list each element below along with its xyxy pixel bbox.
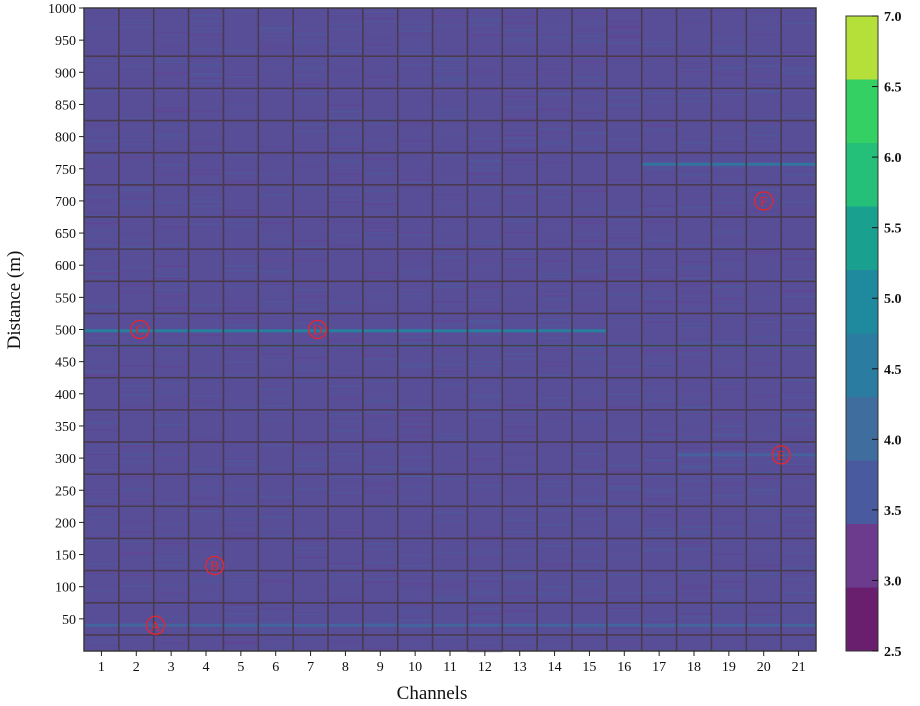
x-tick-label: 8 xyxy=(342,660,349,675)
y-tick-label: 150 xyxy=(55,549,76,564)
x-tick-label: 5 xyxy=(237,660,244,675)
colorbar-band xyxy=(846,79,878,143)
colorbar-band xyxy=(846,206,878,270)
colorbar-tick-label: 4.5 xyxy=(884,363,902,378)
annotation-marker: E xyxy=(771,445,791,465)
x-tick-label: 19 xyxy=(722,660,736,675)
x-tick-label: 10 xyxy=(408,660,422,675)
colorbar-band xyxy=(846,397,878,461)
x-tick-label: 7 xyxy=(307,660,314,675)
annotation-marker: C xyxy=(130,319,150,340)
colorbar-tick-label: 5.5 xyxy=(884,222,902,237)
y-tick-label: 100 xyxy=(55,581,76,596)
annotation-label: F xyxy=(760,195,768,210)
colorbar-tick-label: 6.0 xyxy=(884,151,902,166)
annotation-marker: F xyxy=(754,191,774,211)
colorbar-tick-label: 7.0 xyxy=(884,10,902,25)
colorbar-tick-label: 4.0 xyxy=(884,433,902,448)
colorbar-tick-label: 2.5 xyxy=(884,645,902,660)
annotation-circle xyxy=(130,319,150,340)
x-tick-label: 16 xyxy=(617,660,631,675)
colorbar-tick-label: 3.0 xyxy=(884,574,902,589)
colorbar-frame xyxy=(845,15,879,652)
colorbar-band xyxy=(846,270,878,334)
y-tick-label: 550 xyxy=(55,291,76,306)
x-tick-label: 14 xyxy=(548,660,562,675)
y-tick-label: 450 xyxy=(55,356,76,371)
y-tick-label: 500 xyxy=(55,324,76,339)
colorbar-tick-label: 3.5 xyxy=(884,504,902,519)
x-tick-label: 13 xyxy=(513,660,527,675)
y-tick-label: 400 xyxy=(55,388,76,403)
colorbar-tick-label: 5.0 xyxy=(884,292,902,307)
x-tick-label: 21 xyxy=(792,660,806,675)
y-tick-label: 350 xyxy=(55,420,76,435)
annotation-marker: D xyxy=(307,319,328,340)
y-tick-label: 650 xyxy=(55,227,76,242)
colorbar-band xyxy=(846,460,878,524)
y-tick-label: 600 xyxy=(55,259,76,274)
annotation-marker: B xyxy=(205,555,225,576)
y-tick-label: 900 xyxy=(55,66,76,81)
colorbar-band xyxy=(846,524,878,588)
annotation-circle xyxy=(145,615,166,635)
grid-lines xyxy=(84,8,816,651)
annotation-circle xyxy=(754,191,774,211)
annotation-label: E xyxy=(777,449,786,464)
annotation-marker: A xyxy=(145,615,166,635)
x-tick-label: 12 xyxy=(478,660,492,675)
colorbar-band xyxy=(846,587,878,651)
x-tick-label: 1 xyxy=(98,660,105,675)
feature-streak xyxy=(84,329,607,333)
colorbar: 2.5 3.0 3.5 4.0 4.5 5.0 5.5 6.0 6.5 7.0 xyxy=(845,10,902,660)
x-tick-label: 3 xyxy=(168,660,175,675)
annotation-circle xyxy=(205,555,225,576)
y-tick-label: 800 xyxy=(55,131,76,146)
y-tick-label: 1000 xyxy=(48,2,76,17)
plot-area: A B C D E F xyxy=(83,7,817,653)
x-tick-label: 11 xyxy=(443,660,456,675)
feature-streak xyxy=(641,162,816,166)
y-tick-label: 850 xyxy=(55,98,76,113)
colorbar-band xyxy=(846,16,878,80)
annotation-circle xyxy=(771,445,791,465)
x-tick-label: 9 xyxy=(377,660,384,675)
annotation-label: A xyxy=(150,619,161,634)
x-tick-label: 2 xyxy=(133,660,140,675)
colorbar-band xyxy=(846,333,878,397)
x-tick-label: 4 xyxy=(203,660,210,675)
y-tick-label: 200 xyxy=(55,516,76,531)
x-tick-label: 6 xyxy=(272,660,279,675)
colorbar-tick-label: 6.5 xyxy=(884,81,902,96)
y-tick-label: 250 xyxy=(55,484,76,499)
x-tick-label: 18 xyxy=(687,660,701,675)
x-tick-label: 15 xyxy=(582,660,596,675)
y-tick-label: 50 xyxy=(62,613,76,628)
annotation-label: D xyxy=(312,324,322,339)
y-tick-label: 750 xyxy=(55,163,76,178)
x-tick-label: 17 xyxy=(652,660,666,675)
x-tick-label: 20 xyxy=(757,660,771,675)
annotation-label: C xyxy=(135,324,144,339)
annotation-label: B xyxy=(210,559,219,574)
x-axis-label: Channels xyxy=(397,683,468,704)
axes: 1 2 3 4 5 6 7 8 9 10 11 12 13 14 15 16 17 18 19 20 215010015… xyxy=(48,2,806,675)
y-tick-label: 950 xyxy=(55,34,76,49)
y-axis-label: Distance (m) xyxy=(4,251,25,350)
y-tick-label: 700 xyxy=(55,195,76,210)
annotation-circle xyxy=(307,319,328,340)
y-tick-label: 300 xyxy=(55,452,76,467)
feature-streak xyxy=(84,623,816,627)
colorbar-band xyxy=(846,143,878,207)
